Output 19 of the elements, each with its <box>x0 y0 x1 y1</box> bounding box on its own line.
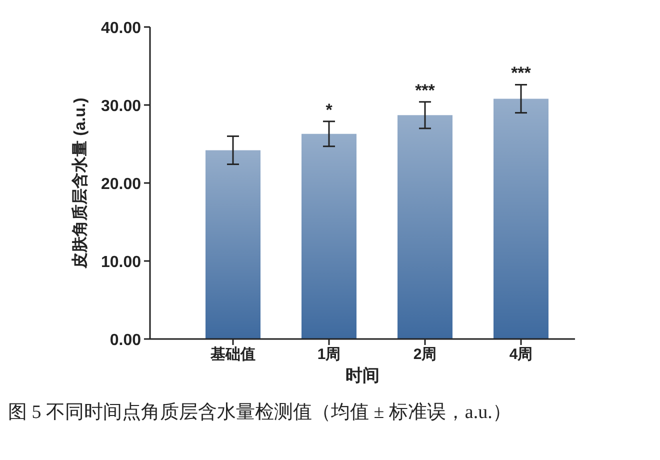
y-axis-title: 皮肤角质层含水量 (a.u.) <box>71 98 89 270</box>
annotation: *** <box>415 80 436 100</box>
y-tick-label: 10.00 <box>100 254 142 271</box>
x-tick-label: 1周 <box>317 346 341 363</box>
y-tick-label: 0.00 <box>110 332 142 349</box>
y-tick-label: 20.00 <box>100 176 142 193</box>
bar <box>206 150 260 339</box>
bar <box>302 134 356 339</box>
bar <box>494 98 548 339</box>
bar <box>398 115 452 339</box>
x-axis-title: 时间 <box>346 366 380 385</box>
annotation: *** <box>511 64 532 83</box>
y-tick-label: 30.00 <box>100 98 142 115</box>
x-tick-label: 基础值 <box>210 346 256 363</box>
annotation: * <box>326 100 333 120</box>
y-tick-label: 40.00 <box>100 20 142 37</box>
x-tick-label: 2周 <box>413 346 437 363</box>
x-tick-label: 4周 <box>509 346 533 363</box>
caption: 图 5 不同时间点角质层含水量检测值（均值 ± 标准误，a.u.） <box>8 402 512 423</box>
